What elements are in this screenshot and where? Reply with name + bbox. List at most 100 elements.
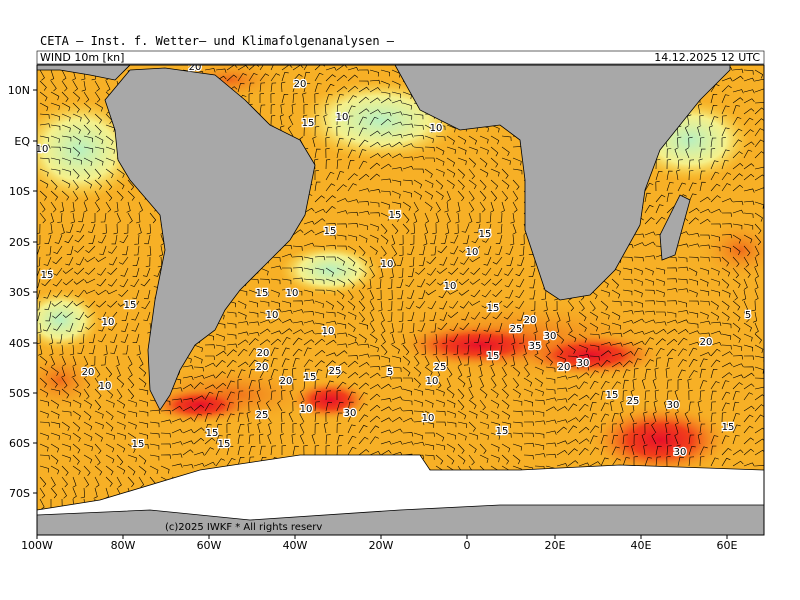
wind-barb: [226, 423, 231, 434]
wind-barb: [336, 445, 342, 456]
wind-barb: [699, 181, 706, 192]
wind-barb: [754, 414, 764, 423]
wind-barb: [644, 278, 654, 286]
wind-barb: [61, 465, 69, 476]
wind-barb: [479, 157, 488, 168]
wind-barb: [325, 368, 332, 379]
wind-barb: [193, 437, 205, 445]
wind-barb: [160, 443, 171, 448]
wind-barb: [83, 355, 89, 367]
wind-barb: [83, 157, 93, 166]
wind-barb: [435, 135, 446, 142]
wind-barb: [732, 413, 740, 423]
wind-barb: [391, 407, 403, 412]
wind-barb: [105, 432, 115, 440]
wind-barb: [600, 423, 606, 434]
wind-barb: [387, 278, 393, 289]
wind-barb: [426, 267, 437, 276]
wind-barb: [380, 212, 390, 221]
wind-barb: [413, 179, 423, 189]
wind-barb: [39, 135, 50, 142]
wind-barb: [77, 344, 85, 354]
wind-barb: [578, 438, 590, 445]
wind-barb: [622, 329, 634, 335]
wind-barb: [204, 68, 216, 73]
wind-barb: [534, 366, 544, 375]
wind-barb: [347, 355, 359, 360]
lon-label: 100W: [21, 539, 53, 552]
wind-barb: [473, 223, 481, 234]
wind-barb: [91, 213, 96, 223]
wind-barb: [61, 410, 72, 417]
wind-barb: [655, 321, 667, 326]
wind-barb: [435, 190, 444, 200]
wind-barb: [424, 135, 434, 144]
wind-barb: [567, 425, 578, 434]
wind-barb: [600, 359, 611, 368]
wind-barb: [449, 322, 459, 332]
wind-barb: [171, 441, 183, 446]
wind-barb: [303, 229, 315, 236]
wind-barb: [449, 333, 459, 343]
wind-barb: [138, 410, 149, 417]
wind-barb: [468, 135, 477, 145]
wind-barb: [481, 289, 492, 298]
wind-barb: [259, 339, 271, 346]
wind-barb: [721, 311, 730, 321]
wind-barb: [698, 158, 703, 170]
wind-barb: [226, 333, 237, 340]
wind-barb: [116, 212, 121, 224]
wind-barb: [710, 390, 717, 401]
wind-barb: [336, 289, 345, 300]
wind-barb: [743, 448, 755, 456]
wind-barb: [732, 184, 744, 192]
wind-barb: [446, 377, 451, 389]
wind-barb: [699, 446, 708, 456]
wind-barb: [666, 278, 678, 283]
wind-barb: [589, 461, 601, 467]
wind-barb: [83, 146, 94, 153]
wind-barb: [280, 422, 286, 434]
wind-barb: [402, 156, 414, 161]
wind-barb: [281, 318, 293, 324]
wind-barb: [710, 171, 720, 181]
wind-barb: [215, 446, 225, 456]
wind-barb: [578, 354, 590, 359]
wind-barb: [380, 355, 390, 363]
wind-barb: [215, 413, 224, 423]
wind-barb: [446, 168, 456, 178]
wind-barb: [666, 192, 673, 203]
wind-barb: [665, 422, 670, 434]
wind-barb: [61, 421, 70, 431]
wind-barb: [688, 456, 695, 467]
wind-barb: [479, 454, 489, 463]
wind-barb: [578, 394, 590, 401]
wind-barb: [688, 347, 698, 357]
wind-barb: [490, 399, 500, 409]
wind-barb: [402, 417, 414, 423]
wind-barb: [50, 157, 61, 165]
wind-barb: [281, 278, 292, 285]
wind-barb: [413, 366, 422, 377]
wind-barb: [61, 146, 72, 153]
wind-barb: [710, 137, 717, 148]
wind-barb: [369, 372, 381, 379]
wind-barb: [277, 400, 283, 412]
wind-barb: [622, 379, 629, 390]
wind-barb: [495, 234, 503, 245]
wind-barb: [39, 144, 51, 149]
wind-barb: [688, 311, 699, 318]
wind-barb: [303, 267, 314, 274]
wind-barb: [204, 461, 216, 467]
wind-barb: [743, 278, 748, 290]
wind-barb: [347, 311, 357, 320]
wind-barb: [699, 278, 709, 287]
wind-barb: [347, 245, 357, 255]
wind-barb: [94, 113, 102, 124]
wind-barb: [677, 329, 689, 335]
wind-barb: [303, 445, 308, 456]
wind-barb: [501, 135, 512, 142]
wind-barb: [95, 289, 107, 296]
wind-barb: [72, 399, 82, 408]
wind-barb: [380, 333, 386, 345]
